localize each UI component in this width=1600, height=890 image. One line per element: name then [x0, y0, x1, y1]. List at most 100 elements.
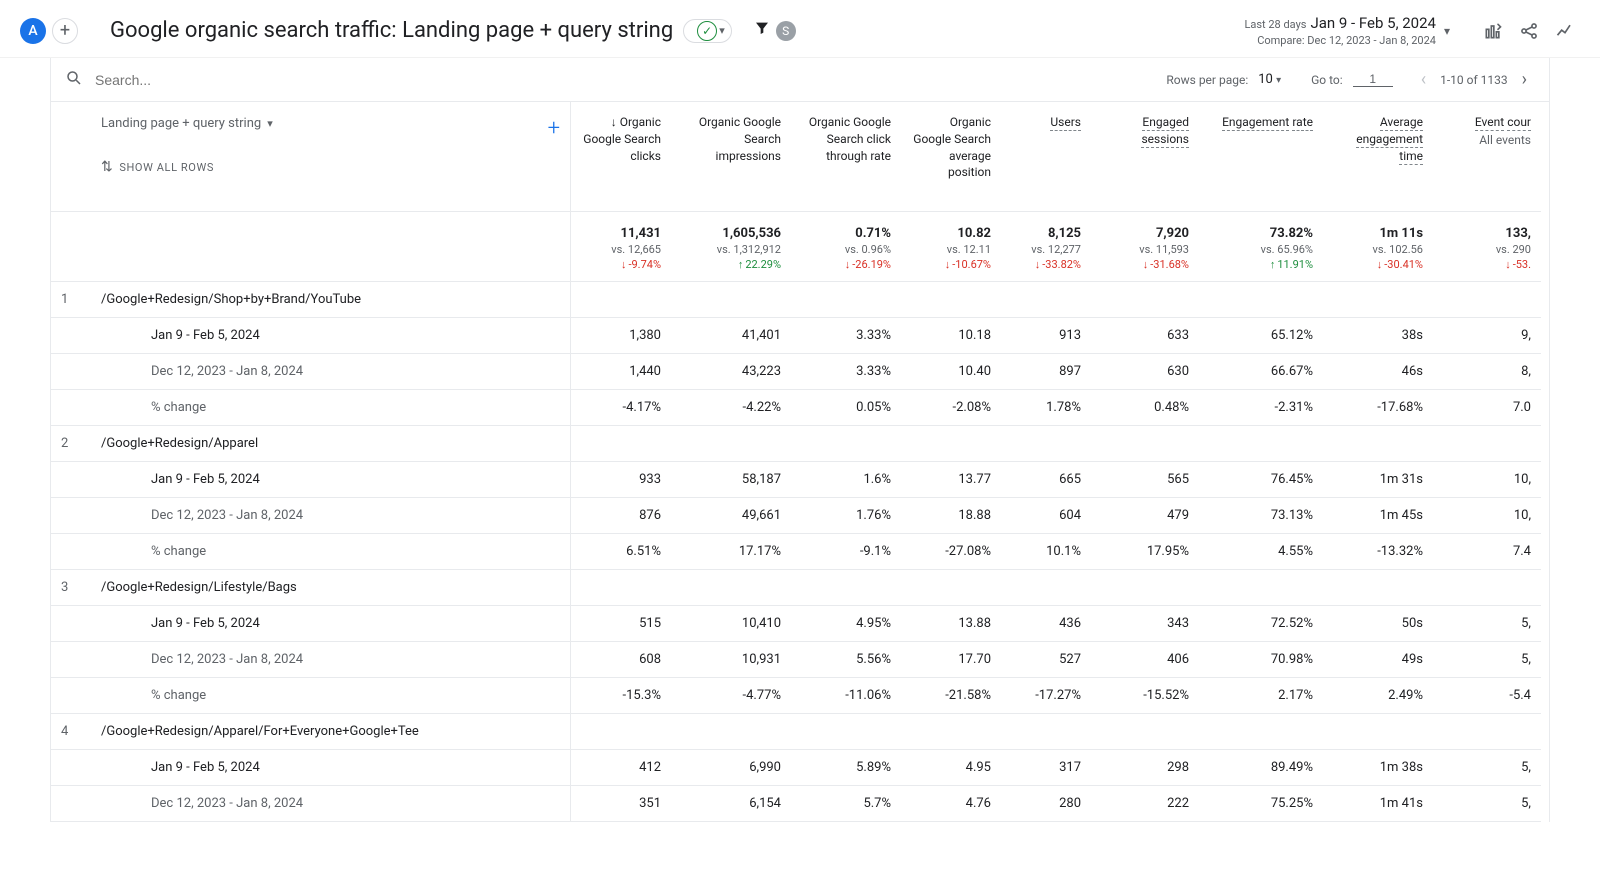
row-label-cell: Dec 12, 2023 - Jan 8, 2024: [51, 498, 571, 534]
data-cell: 3.33%: [791, 354, 901, 390]
metric-header[interactable]: ↓Organic Google Search clicks: [571, 102, 671, 212]
dimension-picker[interactable]: Landing page + query string▾: [101, 116, 273, 131]
data-cell: -21.58%: [901, 678, 1001, 714]
data-cell: 8,: [1433, 354, 1541, 390]
goto-label: Go to:: [1311, 73, 1343, 87]
data-cell: 317: [1001, 750, 1091, 786]
data-cell: 72.52%: [1199, 606, 1323, 642]
data-cell: 343: [1091, 606, 1199, 642]
data-cell: 89.49%: [1199, 750, 1323, 786]
data-cell: 608: [571, 642, 671, 678]
account-avatar[interactable]: A: [20, 18, 46, 44]
data-cell: [1091, 570, 1199, 606]
data-cell: 913: [1001, 318, 1091, 354]
data-cell: 1,380: [571, 318, 671, 354]
period-a-row: Jan 9 - Feb 5, 20241,38041,4013.33%10.18…: [51, 318, 1549, 354]
data-cell: [1433, 426, 1541, 462]
landing-page-path: /Google+Redesign/Shop+by+Brand/YouTube: [101, 292, 361, 307]
add-dimension-button[interactable]: +: [548, 116, 560, 141]
row-label-cell[interactable]: 1/Google+Redesign/Shop+by+Brand/YouTube: [51, 282, 571, 318]
edit-comparison-icon[interactable]: [1482, 20, 1504, 42]
summary-cell: 11,431vs. 12,665↓-9.74%: [571, 212, 671, 282]
data-cell: 5,: [1433, 786, 1541, 822]
data-cell: -15.52%: [1091, 678, 1199, 714]
chevron-down-icon: ▾: [267, 117, 273, 130]
date-range-picker[interactable]: Last 28 daysJan 9 - Feb 5, 2024 Compare:…: [1244, 14, 1436, 47]
rows-per-page-select[interactable]: 10 ▾: [1258, 72, 1281, 87]
row-label-cell: Jan 9 - Feb 5, 2024: [51, 606, 571, 642]
metric-header[interactable]: Users: [1001, 102, 1091, 212]
filter-icon[interactable]: [754, 20, 770, 41]
metric-header[interactable]: Engagement rate: [1199, 102, 1323, 212]
percent-change-row: % change-4.17%-4.22%0.05%-2.08%1.78%0.48…: [51, 390, 1549, 426]
data-cell: 17.17%: [671, 534, 791, 570]
data-cell: 1m 41s: [1323, 786, 1433, 822]
data-cell: 10.18: [901, 318, 1001, 354]
metric-header[interactable]: Event courAll events: [1433, 102, 1541, 212]
data-cell: [1323, 282, 1433, 318]
data-cell: 6.51%: [571, 534, 671, 570]
data-cell: 280: [1001, 786, 1091, 822]
pagination-range: 1-10 of 1133: [1440, 73, 1508, 87]
data-cell: [791, 714, 901, 750]
row-label-cell[interactable]: 2/Google+Redesign/Apparel: [51, 426, 571, 462]
data-cell: [1001, 426, 1091, 462]
metric-header[interactable]: Organic Google Search average position: [901, 102, 1001, 212]
chevron-down-icon[interactable]: ▾: [1444, 24, 1450, 38]
data-cell: [1199, 426, 1323, 462]
data-cell: [671, 570, 791, 606]
data-cell: 58,187: [671, 462, 791, 498]
data-cell: -13.32%: [1323, 534, 1433, 570]
rows-per-page-label: Rows per page:: [1166, 73, 1248, 87]
percent-change-row: % change6.51%17.17%-9.1%-27.08%10.1%17.9…: [51, 534, 1549, 570]
data-cell: 933: [571, 462, 671, 498]
data-cell: 18.88: [901, 498, 1001, 534]
metric-header[interactable]: Organic Google Search impressions: [671, 102, 791, 212]
data-cell: 43,223: [671, 354, 791, 390]
data-cell: 10,: [1433, 462, 1541, 498]
data-cell: [791, 282, 901, 318]
search-input[interactable]: [95, 72, 395, 88]
share-icon[interactable]: [1518, 20, 1540, 42]
insights-icon[interactable]: [1554, 20, 1576, 42]
data-cell: [1433, 282, 1541, 318]
data-cell: 10.1%: [1001, 534, 1091, 570]
row-label-cell[interactable]: 4/Google+Redesign/Apparel/For+Everyone+G…: [51, 714, 571, 750]
table-header-row: Landing page + query string▾ + ⇅ SHOW AL…: [51, 102, 1549, 212]
data-cell: 0.48%: [1091, 390, 1199, 426]
metric-header[interactable]: Organic Google Search click through rate: [791, 102, 901, 212]
metric-header[interactable]: Engaged sessions: [1091, 102, 1199, 212]
prev-page-button[interactable]: ‹: [1417, 69, 1430, 90]
data-cell: [671, 714, 791, 750]
data-cell: -2.31%: [1199, 390, 1323, 426]
landing-page-path: /Google+Redesign/Lifestyle/Bags: [101, 580, 297, 595]
row-label-cell[interactable]: 3/Google+Redesign/Lifestyle/Bags: [51, 570, 571, 606]
period-b-row: Dec 12, 2023 - Jan 8, 202487649,6611.76%…: [51, 498, 1549, 534]
data-cell: [1199, 282, 1323, 318]
next-page-button[interactable]: ›: [1518, 69, 1531, 90]
data-cell: [901, 714, 1001, 750]
data-cell: 633: [1091, 318, 1199, 354]
goto-page-input[interactable]: [1353, 72, 1393, 87]
data-cell: [1433, 714, 1541, 750]
add-segment-button[interactable]: +: [52, 18, 78, 44]
period-b-row: Dec 12, 2023 - Jan 8, 20243516,1545.7%4.…: [51, 786, 1549, 822]
data-cell: -17.27%: [1001, 678, 1091, 714]
segment-badge[interactable]: S: [776, 21, 796, 41]
period-b-row: Dec 12, 2023 - Jan 8, 20241,44043,2233.3…: [51, 354, 1549, 390]
summary-cell: 133,vs. 290↓-53.: [1433, 212, 1541, 282]
data-cell: -17.68%: [1323, 390, 1433, 426]
metric-header[interactable]: Average engagement time: [1323, 102, 1433, 212]
summary-cell: 0.71%vs. 0.96%↓-26.19%: [791, 212, 901, 282]
show-all-rows-toggle[interactable]: ⇅ SHOW ALL ROWS: [101, 159, 214, 175]
status-check-dropdown[interactable]: ✓ ▾: [683, 19, 732, 43]
data-cell: -4.22%: [671, 390, 791, 426]
summary-cell: 73.82%vs. 65.96%↑11.91%: [1199, 212, 1323, 282]
data-cell: 4.95: [901, 750, 1001, 786]
expand-icon: ⇅: [101, 159, 113, 175]
summary-cell: 1,605,536vs. 1,312,912↑22.29%: [671, 212, 791, 282]
period-a-row: Jan 9 - Feb 5, 202493358,1871.6%13.77665…: [51, 462, 1549, 498]
data-cell: 5,: [1433, 606, 1541, 642]
data-cell: -11.06%: [791, 678, 901, 714]
data-cell: -4.17%: [571, 390, 671, 426]
